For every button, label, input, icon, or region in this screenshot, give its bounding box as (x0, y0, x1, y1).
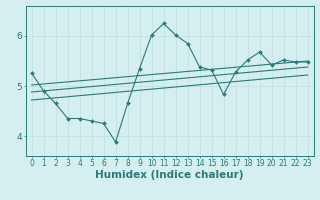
X-axis label: Humidex (Indice chaleur): Humidex (Indice chaleur) (95, 170, 244, 180)
